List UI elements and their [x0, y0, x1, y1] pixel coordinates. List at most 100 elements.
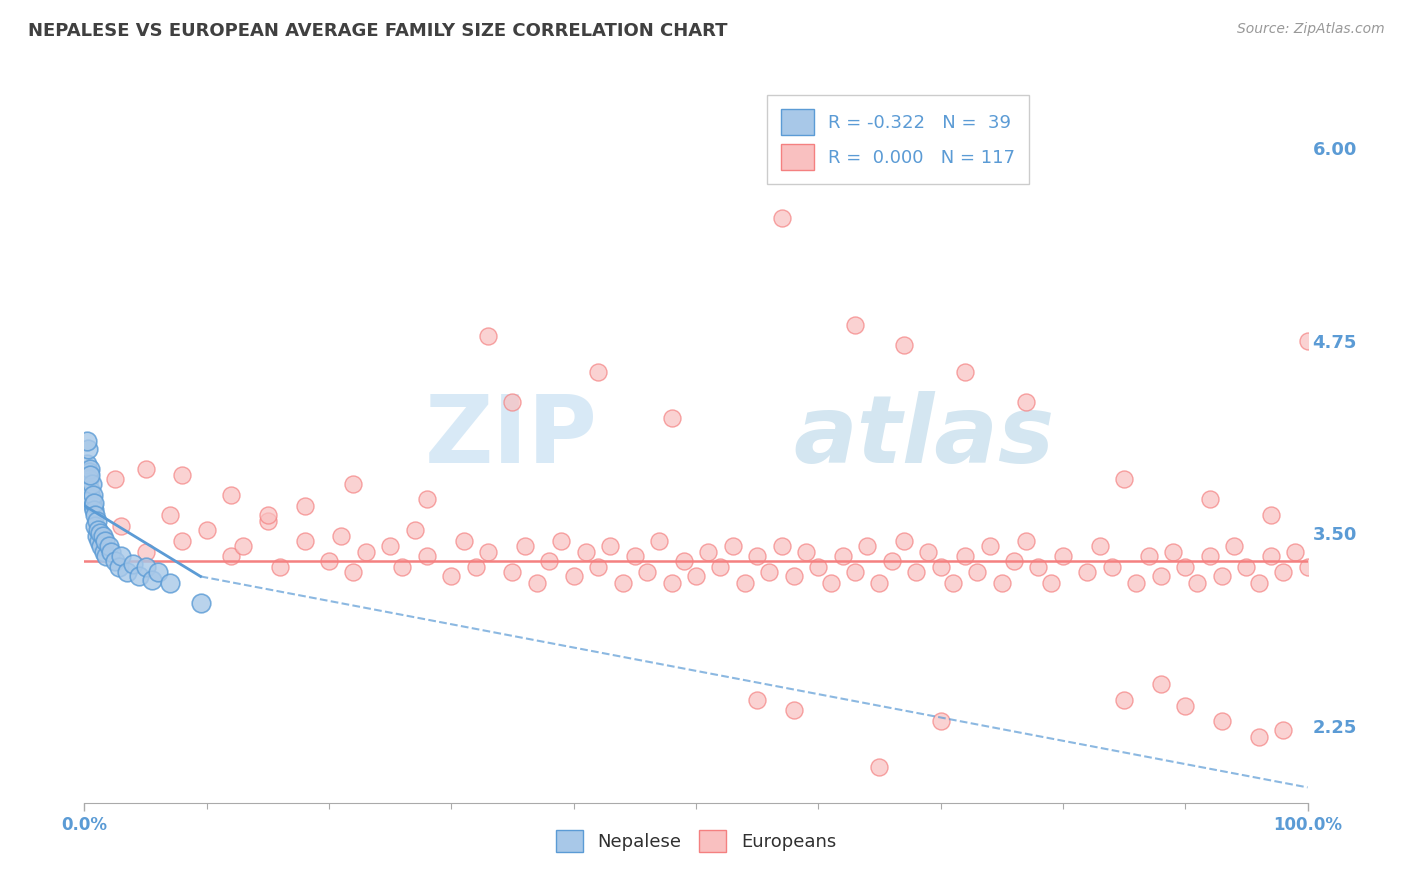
Point [1187, 575, 1209, 590]
Point [76, 434, 98, 448]
Point [1174, 698, 1197, 713]
Point [1015, 534, 1038, 549]
Point [747, 692, 769, 706]
Point [380, 539, 402, 553]
Point [453, 534, 475, 549]
Point [172, 534, 194, 549]
Point [172, 467, 194, 482]
Point [513, 539, 536, 553]
Point [734, 575, 756, 590]
Point [87, 523, 110, 537]
Point [416, 549, 439, 564]
Point [1284, 545, 1306, 559]
Point [77, 472, 100, 486]
Point [648, 534, 671, 549]
Point [820, 575, 842, 590]
Point [685, 569, 707, 583]
Point [844, 565, 866, 579]
Point [94, 534, 117, 549]
Point [929, 714, 952, 729]
Point [91, 529, 114, 543]
Point [257, 508, 280, 522]
Point [1028, 560, 1050, 574]
Point [294, 499, 316, 513]
Point [636, 565, 658, 579]
Point [807, 560, 830, 574]
Point [159, 508, 181, 522]
Point [404, 523, 426, 537]
Point [893, 338, 915, 352]
Point [697, 545, 720, 559]
Point [100, 545, 122, 559]
Point [135, 560, 157, 574]
Point [354, 545, 377, 559]
Point [1296, 560, 1319, 574]
Point [330, 529, 353, 543]
Point [87, 534, 110, 549]
Point [80, 477, 103, 491]
Point [91, 529, 114, 543]
Point [84, 518, 107, 533]
Point [77, 442, 100, 456]
Point [1247, 730, 1270, 744]
Point [1260, 508, 1282, 522]
Point [97, 539, 120, 553]
Point [672, 554, 695, 568]
Point [966, 565, 988, 579]
Point [110, 518, 132, 533]
Point [502, 395, 524, 409]
Point [1272, 565, 1295, 579]
Point [219, 488, 242, 502]
Point [115, 565, 138, 579]
Point [1114, 692, 1136, 706]
Point [1015, 395, 1038, 409]
Point [416, 492, 439, 507]
Point [440, 569, 463, 583]
Point [135, 461, 157, 475]
Point [758, 565, 780, 579]
Point [96, 549, 118, 564]
Point [1247, 575, 1270, 590]
Point [79, 461, 101, 475]
Point [1260, 549, 1282, 564]
Point [979, 539, 1001, 553]
Point [1161, 545, 1184, 559]
Point [1211, 569, 1233, 583]
Point [82, 488, 104, 502]
Point [219, 549, 242, 564]
Point [538, 554, 561, 568]
Text: Source: ZipAtlas.com: Source: ZipAtlas.com [1237, 22, 1385, 37]
Point [1272, 723, 1295, 738]
Point [526, 575, 548, 590]
Point [90, 539, 112, 553]
Point [190, 596, 212, 610]
Point [1198, 549, 1220, 564]
Point [624, 549, 647, 564]
Point [905, 565, 928, 579]
Point [942, 575, 965, 590]
Point [562, 569, 585, 583]
Point [141, 573, 163, 587]
Point [550, 534, 572, 549]
Point [770, 539, 793, 553]
Point [83, 495, 105, 509]
Point [661, 575, 683, 590]
Point [79, 483, 101, 498]
Point [1296, 334, 1319, 348]
Point [110, 549, 132, 564]
Point [1101, 560, 1123, 574]
Point [80, 492, 103, 507]
Point [93, 545, 115, 559]
Point [991, 575, 1014, 590]
Point [159, 575, 181, 590]
Point [104, 554, 127, 568]
Point [844, 318, 866, 333]
Point [1125, 575, 1147, 590]
Point [122, 557, 145, 571]
Point [1137, 549, 1160, 564]
Point [575, 545, 598, 559]
Point [1150, 677, 1173, 691]
Point [84, 508, 107, 522]
Point [709, 560, 731, 574]
Point [477, 545, 499, 559]
